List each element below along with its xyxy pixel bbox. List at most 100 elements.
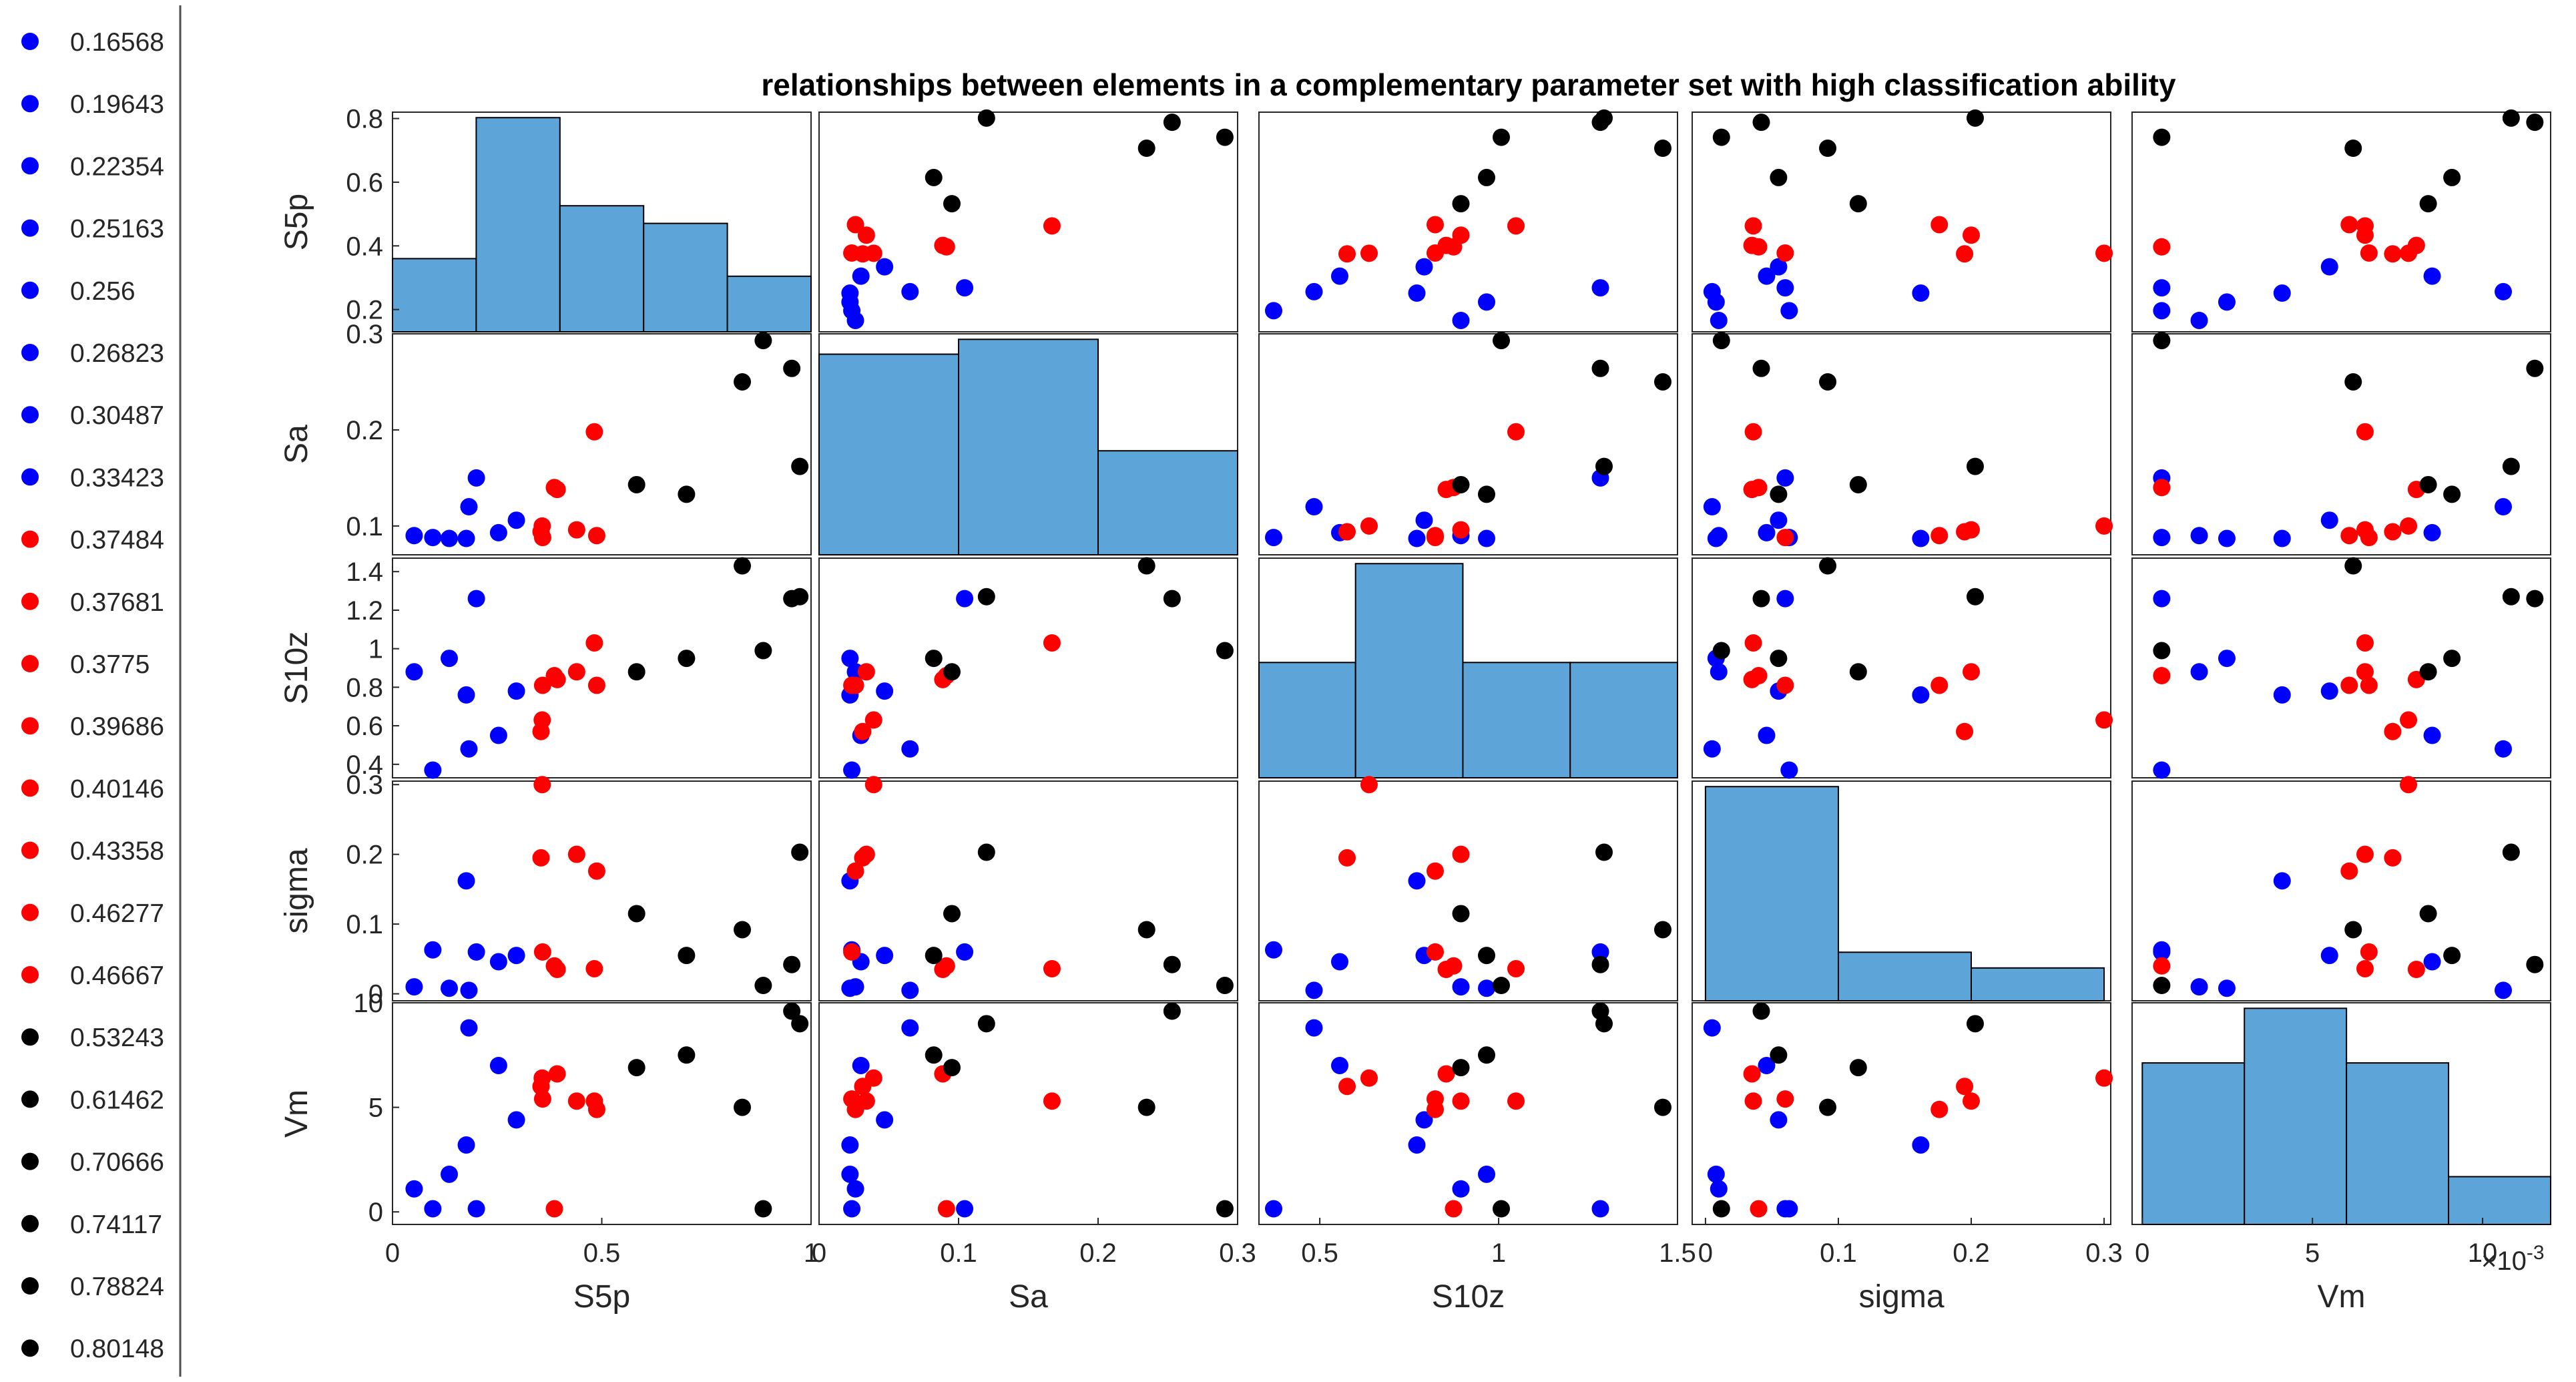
- scatter-point-red-0.3775: [2360, 943, 2378, 961]
- scatter-point-red-0.3775: [533, 529, 551, 547]
- scatter-point-blue-0.22354: [2218, 650, 2236, 668]
- scatter-point-red-0.46277: [585, 423, 603, 441]
- scatter-point-red-0.43358: [2356, 663, 2374, 681]
- scatter-point-red-0.3775: [533, 943, 551, 961]
- chart-title: relationships between elements in a comp…: [761, 67, 2176, 102]
- scatter-point-black-0.80148: [1966, 588, 1984, 606]
- scatter-point-blue-0.25163: [2273, 872, 2291, 890]
- scatter-point-blue-0.30487: [489, 1056, 507, 1074]
- scatter-point-red-0.37681: [2400, 711, 2418, 729]
- scatter-point-blue-0.16568: [2190, 978, 2208, 996]
- scatter-point-black-0.80148: [791, 588, 809, 606]
- scatter-point-blue-0.30487: [1758, 726, 1776, 744]
- scatter-point-black-0.53243: [627, 1059, 646, 1077]
- scatter-point-black-0.78824: [783, 1002, 801, 1020]
- scatter-point-blue-0.25163: [2273, 284, 2291, 302]
- y-axis-label-S5p: S5p: [279, 194, 314, 250]
- scatter-point-black-0.78824: [1163, 113, 1181, 132]
- scatter-point-blue-0.30487: [1331, 1056, 1348, 1074]
- scatter-point-black-0.70666: [2344, 373, 2362, 391]
- x-axis-label-Vm: Vm: [2318, 1279, 2366, 1315]
- scatter-point-red-0.3775: [843, 943, 861, 961]
- histogram-bar-sigma-2: [1971, 967, 2105, 1001]
- scatter-point-blue-0.26823: [1776, 1200, 1794, 1218]
- scatter-point-black-0.80148: [1595, 843, 1613, 861]
- scatter-point-black-0.61462: [2443, 650, 2461, 668]
- scatter-point-black-0.78824: [1752, 590, 1770, 608]
- legend-label-0.53243: 0.53243: [70, 1023, 164, 1052]
- scatter-point-red-0.40146: [2407, 236, 2425, 254]
- scatter-point-black-0.80148: [2502, 457, 2520, 475]
- scatter-point-blue-0.16568: [2190, 311, 2208, 329]
- scatter-point-black-0.53243: [943, 905, 961, 923]
- scatter-point-blue-0.25163: [457, 529, 475, 547]
- scatter-point-red-0.46277: [2356, 959, 2374, 977]
- scatter-point-red-0.46277: [1043, 217, 1061, 235]
- scatter-point-blue-0.19643: [2153, 529, 2171, 547]
- scatter-point-black-0.80148: [791, 843, 809, 861]
- y-tick-label-S10z: 1: [368, 635, 383, 664]
- scatter-point-blue-0.25163: [457, 1136, 475, 1154]
- scatter-point-blue-0.256: [2495, 740, 2513, 758]
- legend-marker-0.43358: [21, 841, 39, 859]
- y-tick-label-S10z: 0.6: [346, 712, 383, 741]
- panel-S10z-vs-Vm: [2131, 557, 2551, 779]
- scatter-point-black-0.70666: [734, 373, 752, 391]
- scatter-point-blue-0.30487: [1758, 523, 1776, 541]
- scatter-point-blue-0.19643: [424, 941, 442, 959]
- legend-label-0.256: 0.256: [70, 277, 136, 306]
- scatter-point-black-0.61462: [1770, 1046, 1788, 1064]
- histogram-bar-sigma-1: [1837, 951, 1973, 1002]
- scatter-point-blue-0.26823: [467, 469, 485, 487]
- panel-S5p-vs-S5p: 0.2 0.4 0.6 0.8 S5p: [279, 105, 812, 333]
- scatter-point-blue-0.25163: [457, 686, 475, 704]
- scatter-point-red-0.37681: [1360, 244, 1378, 262]
- scatter-point-black-0.80148: [977, 109, 995, 127]
- x-tick-label-sigma: 0: [1698, 1238, 1713, 1268]
- legend-label-0.25163: 0.25163: [70, 215, 164, 244]
- x-tick-label-Sa: 0.3: [1219, 1238, 1256, 1268]
- scatter-point-red-0.39686: [545, 1200, 563, 1218]
- scatter-point-blue-0.30487: [489, 953, 507, 971]
- panel-Sa-vs-Vm: [2131, 332, 2551, 555]
- scatter-point-red-0.46667: [2340, 216, 2358, 234]
- scatter-point-black-0.53243: [2419, 663, 2437, 681]
- scatter-point-black-0.61462: [1478, 485, 1495, 503]
- scatter-point-red-0.37484: [2384, 849, 2402, 867]
- scatter-point-blue-0.26823: [467, 590, 485, 608]
- y-axis-label-Vm: Vm: [279, 1090, 314, 1138]
- panel-frame: [2131, 780, 2551, 1001]
- legend-marker-0.25163: [21, 219, 39, 237]
- scatter-point-red-0.37681: [2400, 776, 2418, 794]
- scatter-point-blue-0.22354: [2218, 293, 2236, 311]
- y-tick-label-sigma: 0.2: [346, 841, 383, 870]
- scatter-point-blue-0.25163: [841, 284, 859, 302]
- y-tick-label-Sa: 0.3: [346, 320, 383, 349]
- scatter-point-red-0.3775: [1776, 529, 1794, 547]
- scatter-point-black-0.80148: [791, 457, 809, 475]
- histogram-bar-Sa-2: [1097, 450, 1238, 555]
- histogram-bar-Vm-1: [2244, 1007, 2348, 1226]
- scatter-point-black-0.74117: [1216, 642, 1234, 660]
- panel-sigma-vs-S10z: [1258, 776, 1678, 1001]
- scatter-point-red-0.46667: [1427, 216, 1444, 234]
- scatter-point-black-0.70666: [1654, 140, 1671, 158]
- scatter-point-red-0.37681: [2095, 244, 2113, 262]
- scatter-point-black-0.53243: [1849, 475, 1867, 493]
- y-tick-label-sigma: 0.1: [346, 910, 383, 939]
- scatter-point-black-0.61462: [925, 168, 943, 186]
- scatter-point-blue-0.22354: [2218, 529, 2236, 547]
- scatter-point-black-0.61462: [678, 947, 696, 965]
- histogram-bar-Vm-2: [2346, 1062, 2450, 1225]
- scatter-point-red-0.46667: [2340, 862, 2358, 880]
- scatter-point-blue-0.25163: [1408, 872, 1426, 890]
- y-tick-label-Vm: 0: [368, 1198, 383, 1227]
- scatter-point-black-0.53243: [627, 475, 646, 493]
- x-tick-label-S5p: 0: [385, 1238, 400, 1268]
- histogram-bar-S10z-0: [1258, 662, 1356, 779]
- panel-frame: [1258, 333, 1678, 555]
- scatter-point-red-0.3775: [1776, 1090, 1794, 1108]
- scatter-point-black-0.61462: [2443, 168, 2461, 186]
- scatter-point-red-0.46667: [1930, 676, 1949, 694]
